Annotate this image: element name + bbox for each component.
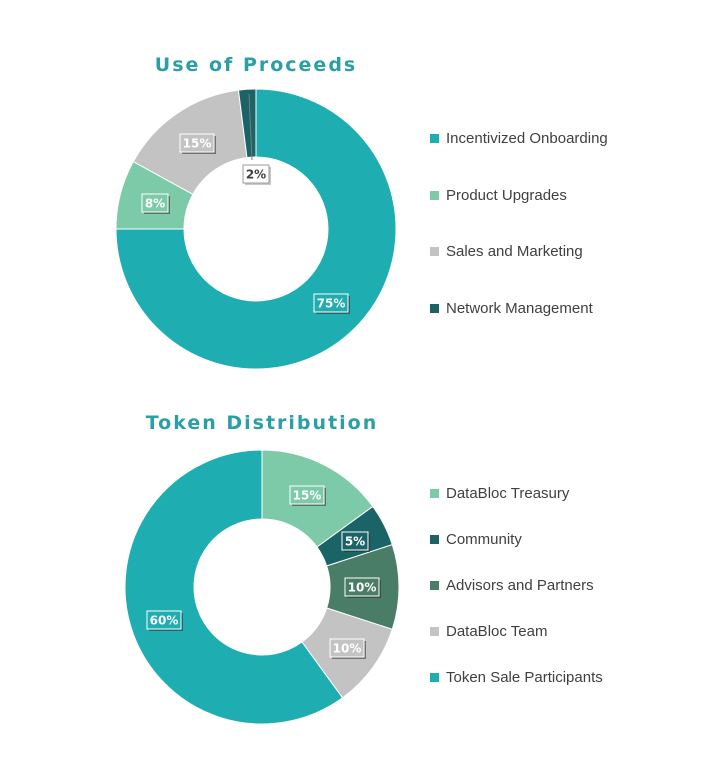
- legend-swatch: [430, 535, 439, 544]
- data-label: 15%: [179, 133, 216, 154]
- legend-swatch: [430, 134, 439, 143]
- legend-label: Network Management: [446, 300, 594, 317]
- pie-slice-3: [237, 88, 257, 159]
- data-label-box: [341, 531, 369, 551]
- legend-item: DataBloc Team: [430, 623, 547, 640]
- data-label: 2%: [242, 164, 271, 185]
- legend-item: DataBloc Treasury: [430, 485, 570, 502]
- data-label-box: [141, 193, 169, 213]
- data-label-text: 10%: [333, 642, 362, 656]
- data-label-box: [289, 485, 325, 505]
- data-label-text: 75%: [317, 297, 346, 311]
- legend-item: Token Sale Participants: [430, 669, 603, 686]
- legend-item: Product Upgrades: [430, 187, 567, 204]
- legend-label: DataBloc Team: [446, 623, 547, 640]
- data-label-text: 5%: [345, 535, 365, 549]
- legend-item: Sales and Marketing: [430, 243, 583, 260]
- legend-swatch: [430, 247, 439, 256]
- legend-item: Community: [430, 531, 522, 548]
- legend-swatch: [430, 489, 439, 498]
- leader-line: [248, 93, 253, 161]
- data-label: 10%: [329, 638, 366, 659]
- data-label: 10%: [344, 577, 381, 598]
- data-label-box: [146, 610, 182, 630]
- data-label: 60%: [146, 610, 183, 631]
- data-label-box: [344, 577, 380, 597]
- legend-swatch: [430, 627, 439, 636]
- legend-label: DataBloc Treasury: [446, 485, 570, 502]
- legend-label: Community: [446, 531, 522, 548]
- pie-slice-4: [124, 449, 344, 725]
- chart-title: Token Distribution: [146, 412, 379, 434]
- data-label-box: [242, 164, 270, 184]
- legend-label: Advisors and Partners: [446, 577, 594, 594]
- chart-title: Use of Proceeds: [155, 54, 357, 76]
- data-label-text: 15%: [183, 137, 212, 151]
- legend-label: Sales and Marketing: [446, 243, 583, 260]
- data-label-text: 15%: [293, 489, 322, 503]
- legend-item: Network Management: [430, 300, 594, 317]
- legend-swatch: [430, 191, 439, 200]
- legend-label: Product Upgrades: [446, 187, 567, 204]
- data-label-text: 8%: [145, 197, 165, 211]
- legend-swatch: [430, 673, 439, 682]
- legend-swatch: [430, 304, 439, 313]
- data-label-box: [329, 638, 365, 658]
- chart-1: Token Distribution 15% 5% 10% 10% 60% DataBloc…: [124, 412, 603, 725]
- data-label-text: 2%: [246, 168, 266, 182]
- data-label: 15%: [289, 485, 326, 506]
- data-label-box: [313, 293, 349, 313]
- data-label-text: 60%: [150, 614, 179, 628]
- data-label-box: [179, 133, 215, 153]
- chart-0: Use of Proceeds 75% 8% 15% 2% Incentivized On…: [115, 54, 608, 370]
- data-label-text: 10%: [348, 581, 377, 595]
- data-label: 75%: [313, 293, 350, 314]
- data-label: 5%: [341, 531, 370, 552]
- data-label: 8%: [141, 193, 170, 214]
- legend-swatch: [430, 581, 439, 590]
- legend-label: Token Sale Participants: [446, 669, 603, 686]
- legend-item: Incentivized Onboarding: [430, 130, 608, 147]
- legend-label: Incentivized Onboarding: [446, 130, 608, 147]
- legend-item: Advisors and Partners: [430, 577, 594, 594]
